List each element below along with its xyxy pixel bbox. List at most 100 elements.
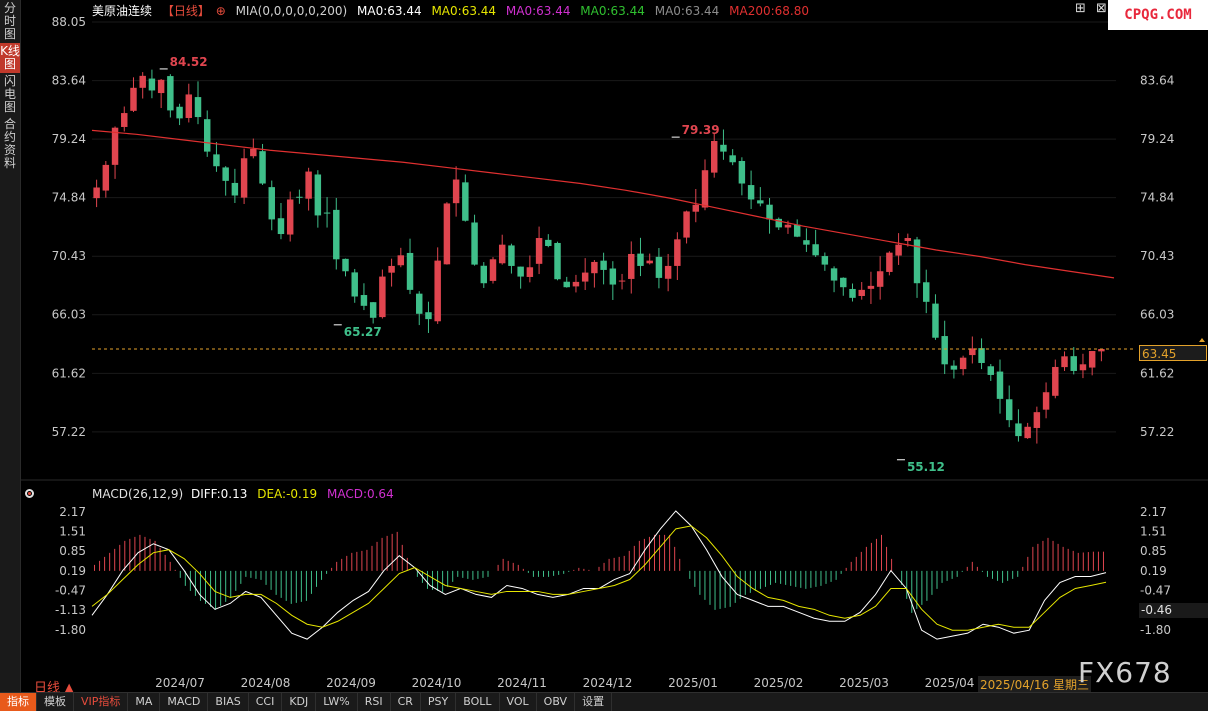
candle-body — [913, 239, 921, 284]
candle-body — [388, 265, 395, 273]
candle-body — [720, 144, 727, 152]
candle-body — [609, 268, 617, 285]
indicator-tab-8[interactable]: LW% — [316, 693, 358, 711]
candle-body — [185, 94, 193, 118]
y-tick-right: 74.84 — [1140, 191, 1174, 205]
candle-body — [194, 97, 202, 118]
candle-body — [314, 174, 322, 216]
dea-line — [91, 525, 1107, 631]
candle-body — [876, 271, 884, 287]
y-tick-left: 70.43 — [52, 249, 86, 263]
fullscreen-icon[interactable]: ⊞ — [1075, 1, 1086, 16]
x-tick: 2024/12 — [583, 676, 633, 690]
candle-body — [655, 256, 663, 278]
candle-body — [498, 244, 506, 264]
candle-body — [950, 365, 958, 370]
macd-settings-icon[interactable] — [25, 489, 34, 498]
candle-body — [1015, 423, 1022, 437]
sidebar-tab-0[interactable]: 分时图 — [3, 1, 16, 41]
candle-body — [812, 244, 819, 256]
x-tick: 2025/01 — [668, 676, 718, 690]
candle-body — [849, 288, 856, 298]
candle-body — [1098, 349, 1105, 352]
candle-body — [978, 348, 985, 363]
sidebar-tab-1[interactable]: K线图 — [0, 43, 20, 73]
indicator-tab-12[interactable]: BOLL — [456, 693, 500, 711]
candle-body — [406, 252, 414, 290]
candle-body — [1070, 356, 1077, 371]
sidebar-tab-3[interactable]: 合约资料 — [3, 117, 16, 170]
indicator-tab-13[interactable]: VOL — [500, 693, 537, 711]
indicator-tab-5[interactable]: BIAS — [208, 693, 249, 711]
candle-body — [554, 242, 561, 280]
y-tick-left: 57.22 — [52, 425, 86, 439]
sidebar-tab-2[interactable]: 闪电图 — [3, 74, 16, 114]
candle-body — [646, 260, 653, 264]
y-tick-left: 79.24 — [52, 132, 86, 146]
candle-body — [803, 240, 810, 245]
candle-body — [489, 259, 497, 281]
y-tick-left: 83.64 — [52, 74, 86, 88]
macd-tick-right: -1.80 — [1140, 623, 1171, 637]
candle-body — [747, 185, 755, 200]
macd-tick-left: 0.19 — [59, 564, 86, 578]
indicator-tab-15[interactable]: 设置 — [575, 693, 613, 711]
candle-body — [167, 76, 174, 111]
extreme-label: 84.52 — [170, 55, 208, 69]
candle-body — [923, 282, 930, 302]
candle-body — [443, 203, 451, 265]
period-tag[interactable]: 【日线】 — [161, 4, 210, 18]
ma3-label: MA0:63.44 — [505, 4, 571, 18]
indicator-tab-1[interactable]: 模板 — [37, 693, 74, 711]
indicator-tab-0[interactable]: 指标 — [0, 693, 37, 711]
indicator-tab-9[interactable]: RSI — [358, 693, 391, 711]
indicator-tab-2[interactable]: VIP指标 — [74, 693, 129, 711]
candle-body — [259, 151, 266, 184]
candle-body — [213, 154, 220, 167]
macd-tick-right: 0.85 — [1140, 544, 1167, 558]
x-tick: 2024/07 — [155, 676, 205, 690]
candle-body — [1088, 351, 1096, 368]
candle-body — [545, 239, 552, 246]
ma1-label: MA0:63.44 — [357, 4, 422, 18]
candle-body — [738, 160, 746, 184]
x-tick: 2024/09 — [326, 676, 376, 690]
y-tick-left: 66.03 — [52, 308, 86, 322]
indicator-tab-4[interactable]: MACD — [160, 693, 209, 711]
indicator-tab-10[interactable]: CR — [391, 693, 421, 711]
candle-body — [379, 276, 386, 318]
indicator-tab-7[interactable]: KDJ — [282, 693, 317, 711]
candle-body — [434, 260, 441, 322]
target-icon[interactable]: ⊕ — [215, 4, 226, 18]
macd-tick-left: 1.51 — [59, 525, 86, 539]
cursor-date-label: 2025/04/16 星期三 — [978, 676, 1091, 693]
macd-tick-left: -0.47 — [55, 584, 86, 598]
indicator-tab-11[interactable]: PSY — [421, 693, 457, 711]
y-tick-left: 61.62 — [52, 366, 86, 380]
candle-body — [757, 200, 764, 204]
chart-canvas[interactable]: 84.52 65.27 79.39 55.12 88.05 83.64 83.64 79.2… — [0, 0, 1208, 692]
indicator-tab-6[interactable]: CCI — [249, 693, 283, 711]
close-icon[interactable]: ⊠ — [1096, 1, 1107, 16]
window-controls: ⊞ ⊠ — [1075, 1, 1107, 16]
candle-body — [886, 252, 893, 272]
candle-body — [1042, 392, 1050, 410]
candle-body — [240, 158, 248, 198]
candle-body — [250, 148, 257, 157]
candle-body — [840, 277, 847, 288]
indicator-tab-3[interactable]: MA — [128, 693, 161, 711]
y-tick-left: 88.05 — [52, 15, 86, 29]
price-arrow-icon — [1199, 338, 1205, 343]
candle-body — [858, 289, 865, 296]
indicator-tab-14[interactable]: OBV — [537, 693, 576, 711]
extreme-label: 65.27 — [344, 325, 382, 339]
candle-body — [369, 302, 377, 318]
x-tick: 2024/08 — [241, 676, 291, 690]
candle-body — [1079, 364, 1087, 371]
ma4-label: MA0:63.44 — [580, 4, 645, 18]
candle-body — [296, 196, 303, 198]
candle-body — [932, 303, 939, 338]
candle-body — [867, 285, 875, 289]
candle-body — [268, 187, 275, 220]
candle-body — [674, 239, 681, 266]
